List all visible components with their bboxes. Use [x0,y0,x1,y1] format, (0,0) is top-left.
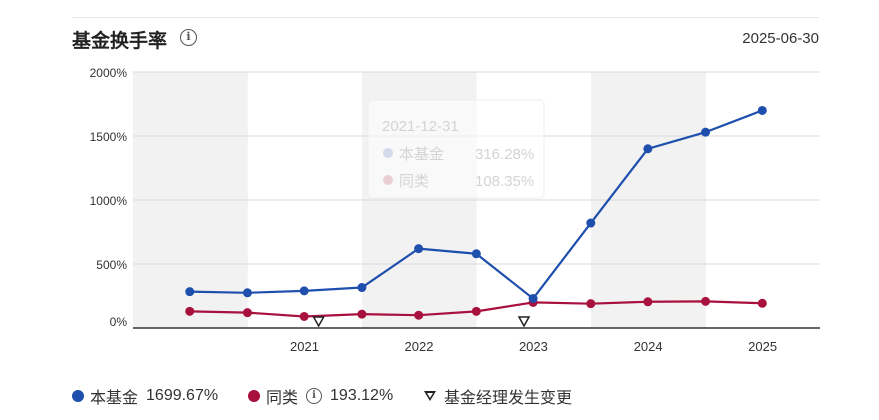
peer-data-point [586,299,596,309]
peer-data-point [242,308,252,318]
x-tick-label: 2023 [519,339,548,354]
x-tick-label: 2022 [405,339,434,354]
peer-data-point [185,306,195,316]
peer-data-point [643,297,653,307]
fund-data-point [242,288,252,298]
x-tick-label: 2021 [290,339,319,354]
peer-legend-value: 193.12% [330,387,394,404]
y-tick-label: 2000% [90,66,128,80]
legend-peer[interactable]: 同类 i 193.12% [248,384,393,408]
peer-info-icon[interactable]: i [306,388,323,404]
tooltip-date: 2021-12-31 [382,118,459,135]
legend-manager-change[interactable]: 基金经理发生变更 [424,384,572,408]
peer-legend-label: 同类 [266,388,299,407]
fund-data-point [299,286,309,296]
manager-change-marker [312,316,325,328]
info-icon[interactable]: i [180,29,197,46]
peer-legend-dot [248,390,260,402]
page-title: 基金换手率 [72,30,168,52]
fund-data-point [643,144,653,154]
tooltip-fund-value: 316.28% [475,146,534,163]
peer-data-point [299,311,309,321]
fund-data-point [528,294,538,304]
fund-data-point [701,127,711,137]
manager-change-label: 基金经理发生变更 [444,388,573,407]
fund-data-point [414,244,424,254]
x-tick-label: 2025 [748,339,777,354]
tooltip-peer-value: 108.35% [475,173,534,190]
y-tick-label: 1500% [90,130,128,144]
turnover-chart: 0% 500% 1000% 1500% 2000% 2021 2022 2023 2024 20… [90,66,820,354]
tooltip-box [367,99,545,199]
fund-legend-dot [72,390,84,402]
legend-fund[interactable]: 本基金 1699.67% [72,384,218,408]
y-tick-label: 0% [110,315,128,329]
peer-data-point [757,298,767,308]
y-tick-label: 1000% [90,194,128,208]
tooltip-fund-label: 本基金 [399,145,444,163]
peer-data-point [701,296,711,306]
peer-data-point [357,309,367,319]
fund-data-point [471,249,481,259]
peer-data-point [471,306,481,316]
x-tick-label: 2024 [634,339,663,354]
fund-legend-value: 1699.67% [146,387,219,404]
top-divider [72,17,819,18]
tooltip-peer-dot [383,175,393,185]
manager-change-marker [517,316,531,328]
tooltip-peer-label: 同类 [399,172,429,190]
report-date: 2025-06-30 [742,30,819,47]
fund-data-point [757,105,767,115]
triangle-down-icon [424,391,436,401]
tooltip-fund-dot [383,148,393,158]
fund-data-point [357,283,367,293]
fund-data-point [185,287,195,297]
y-tick-label: 500% [96,258,127,272]
peer-data-point [414,310,424,320]
fund-legend-label: 本基金 [90,388,139,407]
fund-data-point [586,218,596,228]
